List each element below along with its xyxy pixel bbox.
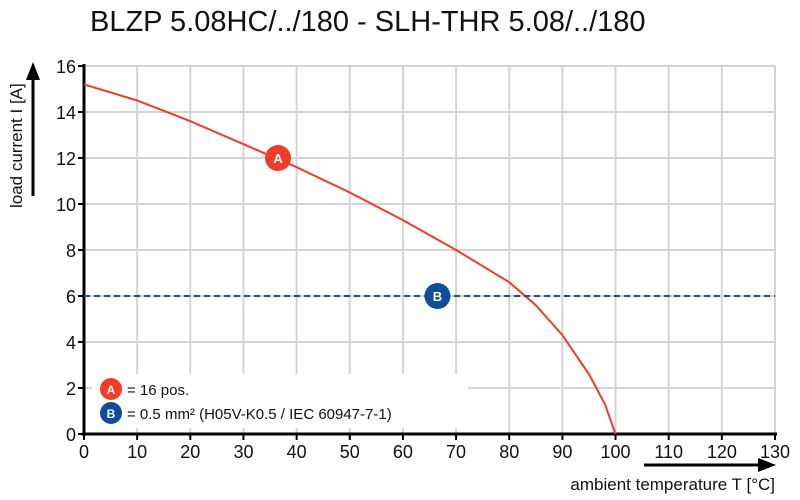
y-tick-label: 6 [66, 287, 76, 307]
legend-badge-label: A [107, 383, 116, 397]
x-tick-label: 10 [127, 442, 147, 462]
marker-a [265, 145, 292, 171]
legend-badge-b [100, 402, 122, 424]
legend-entry-text: = 16 pos. [127, 382, 189, 399]
legend-background [92, 374, 468, 428]
y-tick-label: 8 [66, 241, 76, 261]
y-axis-label: load current I [A] [7, 83, 26, 208]
chart-title: BLZP 5.08HC/../180 - SLH-THR 5.08/../180 [90, 6, 646, 38]
y-tick-label: 2 [66, 379, 76, 399]
x-tick-label: 50 [340, 442, 360, 462]
legend-badge-label: B [107, 407, 116, 421]
x-tick-label: 20 [180, 442, 200, 462]
series-line-a [83, 83, 617, 435]
x-tick-label: 40 [287, 442, 307, 462]
y-tick-label: 14 [56, 103, 76, 123]
x-tick-label: 120 [707, 442, 737, 462]
x-tick-label: 70 [446, 442, 466, 462]
legend-entry-text: = 0.5 mm² (H05V-K0.5 / IEC 60947-7-1) [127, 406, 392, 423]
y-axis-arrowhead [26, 62, 40, 80]
marker-b [424, 283, 451, 309]
y-tick-label: 4 [66, 333, 76, 353]
legend-badge-a [100, 378, 122, 400]
x-tick-label: 100 [601, 442, 631, 462]
x-axis-label: ambient temperature T [°C] [570, 475, 775, 494]
x-tick-label: 0 [79, 442, 89, 462]
x-axis-arrowhead [758, 458, 776, 472]
x-tick-label: 60 [393, 442, 413, 462]
x-tick-label: 80 [499, 442, 519, 462]
y-tick-label: 0 [66, 425, 76, 445]
x-tick-label: 90 [552, 442, 572, 462]
y-tick-label: 16 [56, 57, 76, 77]
x-tick-label: 30 [233, 442, 253, 462]
marker-label: A [273, 151, 283, 166]
y-tick-label: 12 [56, 149, 76, 169]
x-tick-label: 130 [760, 442, 790, 462]
x-tick-label: 110 [654, 442, 683, 462]
y-tick-label: 10 [56, 195, 76, 215]
marker-label: B [433, 289, 442, 304]
